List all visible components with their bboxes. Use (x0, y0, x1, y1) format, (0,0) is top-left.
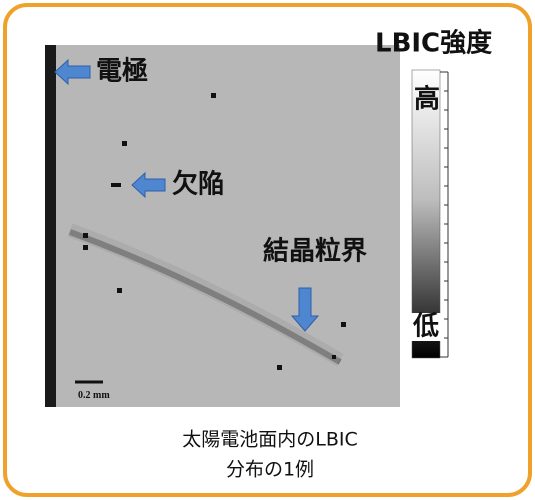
defect-label: 欠陥 (172, 169, 224, 200)
colorbar-low: 低 (412, 312, 439, 342)
map-background (45, 45, 400, 407)
colorbar-low-bg (411, 313, 441, 341)
arrow-grain-boundary (290, 287, 320, 332)
caption-line-2: 分布の1例 (226, 459, 314, 481)
caption-line-1: 太陽電池面内のLBIC (182, 429, 358, 451)
colorbar (411, 69, 441, 359)
colorbar-bracket (440, 71, 449, 358)
scale-bar-label: 0.2 mm (78, 390, 110, 401)
colorbar-high: 高 (414, 84, 440, 115)
grain-boundary-label: 結晶粒界 (263, 236, 367, 267)
lbic-map: 0.2 mm (45, 45, 400, 407)
colorbar-title: LBIC強度 (375, 28, 492, 59)
electrode-label: 電極 (96, 57, 148, 87)
grain-boundary (68, 229, 342, 365)
arrow-electrode (54, 58, 91, 86)
arrow-defect (131, 171, 166, 199)
defect-dots (83, 93, 346, 370)
grain-boundary-halo (67, 223, 344, 367)
electrode-strip (45, 45, 56, 407)
